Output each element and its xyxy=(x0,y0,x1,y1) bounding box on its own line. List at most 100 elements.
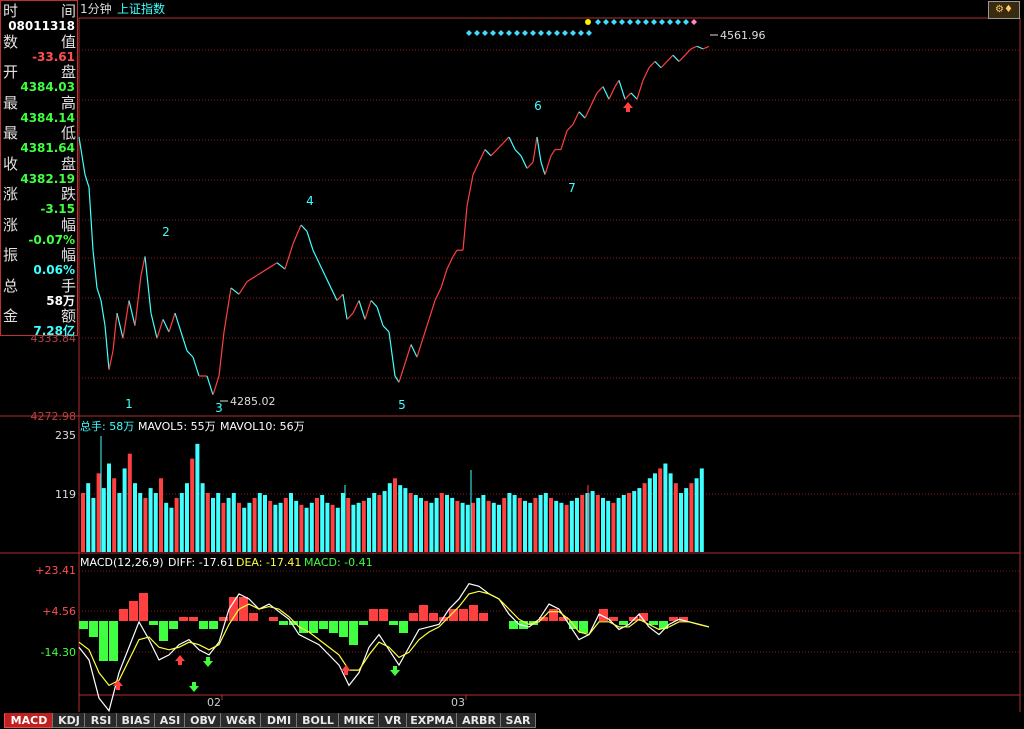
volume-bar xyxy=(533,497,538,552)
price-segment xyxy=(624,92,632,100)
price-segment xyxy=(428,300,436,320)
volume-bar xyxy=(658,468,663,552)
macd-histogram-bar xyxy=(579,621,588,633)
volume-bar xyxy=(367,497,371,552)
tab-mike[interactable]: MIKE xyxy=(338,713,380,728)
tab-boll[interactable]: BOLL xyxy=(296,713,340,728)
price-segment xyxy=(156,319,164,339)
price-segment xyxy=(116,312,124,339)
price-segment xyxy=(642,67,650,81)
macd-histogram-bar xyxy=(549,609,558,621)
info-label: 幅 xyxy=(61,215,77,234)
macd-histogram-bar xyxy=(399,621,408,633)
info-label: 涨 xyxy=(3,185,19,203)
volume-bar xyxy=(481,494,486,552)
info-label: 额 xyxy=(61,307,77,325)
price-segment xyxy=(394,375,400,383)
price-segment xyxy=(162,319,170,333)
price-segment xyxy=(696,45,704,50)
volume-bar xyxy=(372,493,377,552)
signal-marker xyxy=(643,19,649,25)
volume-bar xyxy=(408,493,413,552)
tab-dmi[interactable]: DMI xyxy=(260,713,298,728)
period-label: 1分钟 xyxy=(80,2,112,16)
volume-bar xyxy=(159,478,163,552)
volume-bar xyxy=(424,500,429,552)
volume-bar xyxy=(694,478,699,552)
volume-bar xyxy=(377,494,382,552)
tab-obv[interactable]: OBV xyxy=(184,713,222,728)
info-label: 低 xyxy=(61,124,77,142)
volume-bar xyxy=(278,502,283,552)
signal-marker xyxy=(554,30,560,36)
volume-bar xyxy=(528,502,533,552)
price-segment xyxy=(666,54,674,62)
tab-sar[interactable]: SAR xyxy=(500,713,536,728)
signal-marker xyxy=(627,19,633,25)
tab-rsi[interactable]: RSI xyxy=(84,713,118,728)
macd-histogram-bar xyxy=(289,621,298,625)
volume-bar xyxy=(512,494,517,552)
sell-arrow-icon xyxy=(189,682,199,692)
tab-expma[interactable]: EXPMA xyxy=(406,713,458,728)
price-segment xyxy=(306,231,314,251)
signal-marker xyxy=(635,19,641,25)
tab-macd[interactable]: MACD xyxy=(4,713,54,728)
price-segment xyxy=(336,293,344,301)
price-segment xyxy=(572,111,580,125)
macd-histogram-bar xyxy=(269,617,278,621)
volume-bar xyxy=(346,497,351,552)
buy-arrow-icon xyxy=(113,680,123,690)
volume-bar xyxy=(621,494,626,552)
tab-kdj[interactable]: KDJ xyxy=(52,713,86,728)
signal-marker xyxy=(603,19,609,25)
signal-marker xyxy=(595,19,601,25)
tab-bias[interactable]: BIAS xyxy=(116,713,156,728)
price-segment xyxy=(212,375,220,396)
price-segment xyxy=(532,136,538,163)
volume-bar xyxy=(335,507,340,552)
volume-bar xyxy=(273,504,278,552)
volume-legend-mavol10: MAVOL10: 56万 xyxy=(220,420,305,433)
volume-bar xyxy=(127,453,132,552)
signal-marker xyxy=(482,30,488,36)
price-segment xyxy=(422,319,430,339)
volume-bar xyxy=(86,483,91,552)
index-name: 上证指数 xyxy=(117,2,166,16)
volume-bar xyxy=(387,483,392,552)
price-segment xyxy=(186,350,194,358)
info-label: 跌 xyxy=(61,185,77,203)
info-value: 08011318 xyxy=(8,19,75,33)
price-segment xyxy=(364,300,372,320)
price-segment xyxy=(398,363,406,383)
tab-arbr[interactable]: ARBR xyxy=(456,713,502,728)
macd-legend-dea: DEA: -17.41 xyxy=(236,556,301,569)
price-segment xyxy=(462,206,468,251)
tab-wr[interactable]: W&R xyxy=(220,713,262,728)
price-segment xyxy=(544,155,552,175)
info-label: 最 xyxy=(3,93,19,112)
volume-bar xyxy=(393,478,397,552)
volume-bar xyxy=(647,478,652,552)
price-segment xyxy=(180,331,188,352)
signal-marker xyxy=(691,19,697,25)
price-segment xyxy=(376,306,384,326)
price-segment xyxy=(404,344,412,364)
tab-asi[interactable]: ASI xyxy=(154,713,186,728)
price-segment xyxy=(608,86,616,100)
price-segment xyxy=(318,262,326,276)
volume-bar xyxy=(195,443,200,552)
volume-bar xyxy=(81,493,85,552)
macd-histogram-bar xyxy=(469,605,478,621)
settings-icon[interactable]: ⚙♦ xyxy=(988,1,1020,19)
info-label: 金 xyxy=(3,307,19,325)
tab-vr[interactable]: VR xyxy=(378,713,408,728)
volume-bar xyxy=(637,488,642,552)
signal-marker xyxy=(683,19,689,25)
volume-axis-label: 235 xyxy=(55,429,76,442)
volume-axis-label: 119 xyxy=(55,488,76,501)
buy-arrow-icon xyxy=(341,665,351,675)
macd-histogram-bar xyxy=(189,617,198,621)
price-segment xyxy=(602,86,610,100)
volume-bar xyxy=(242,507,247,552)
